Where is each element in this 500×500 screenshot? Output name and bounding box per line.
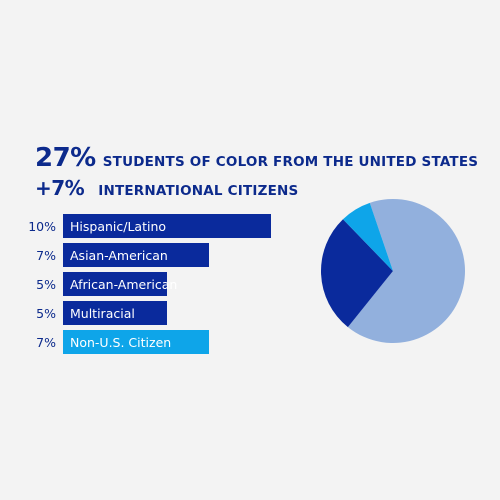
bar-value-label: 7% <box>36 248 56 263</box>
headline-international: +7% INTERNATIONAL CITIZENS <box>35 176 298 200</box>
stat-international-value: +7% <box>35 176 85 200</box>
bar-multiracial: Multiracial <box>63 301 167 325</box>
bar-category-label: Asian-American <box>70 247 168 263</box>
bar-value-label: 5% <box>36 306 56 321</box>
bar-category-label: Hispanic/Latino <box>70 218 167 234</box>
pie-slice-students-of-color <box>320 219 393 328</box>
bar-category-label: African-American <box>70 276 178 292</box>
headline-students-of-color: 27% STUDENTS OF COLOR FROM THE UNITED ST… <box>35 143 478 173</box>
stat-students-of-color-text: STUDENTS OF COLOR FROM THE UNITED STATES <box>102 154 479 170</box>
pie-slice-international <box>342 202 393 271</box>
stat-international-text: INTERNATIONAL CITIZENS <box>98 183 299 199</box>
bar-non-u-s-citizen: Non-U.S. Citizen <box>63 330 209 354</box>
bar-value-label: 10% <box>28 219 56 234</box>
pie-slice-remaining <box>347 199 465 344</box>
bar-value-label: 5% <box>36 277 56 292</box>
bar-asian-american: Asian-American <box>63 243 209 267</box>
bar-african-american: African-American <box>63 272 177 296</box>
bar-hispanic-latino: Hispanic/Latino <box>63 214 271 238</box>
stat-students-of-color-value: 27% <box>35 143 96 173</box>
bar-category-label: Multiracial <box>70 305 135 321</box>
bar-value-label: 7% <box>36 335 56 350</box>
bar-category-label: Non-U.S. Citizen <box>70 334 172 350</box>
